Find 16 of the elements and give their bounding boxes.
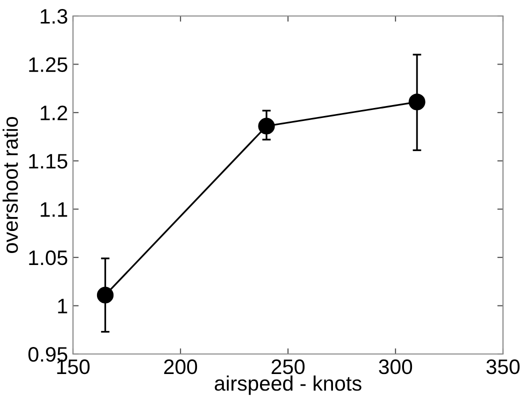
- x-tick-label: 300: [378, 359, 412, 374]
- y-axis-title: overshoot ratio: [2, 116, 18, 254]
- x-tick-label: 250: [272, 359, 305, 374]
- y-tick-label: 1.1: [40, 202, 68, 217]
- y-tick-label: 1.3: [40, 9, 68, 24]
- point: [408, 94, 426, 110]
- y-tick-label: 1.05: [29, 250, 68, 266]
- y-tick-label: 1.2: [40, 106, 68, 120]
- y-tick-label: 1: [58, 298, 68, 314]
- x-tick-label: 200: [164, 359, 198, 374]
- point: [96, 286, 114, 304]
- x-tick-label: 350: [486, 359, 520, 374]
- y-tick-label: 1.15: [29, 154, 68, 169]
- point: [258, 118, 275, 134]
- x-axis-title: airspeed - knots: [214, 376, 362, 395]
- y-tick-label: 1.25: [29, 57, 68, 72]
